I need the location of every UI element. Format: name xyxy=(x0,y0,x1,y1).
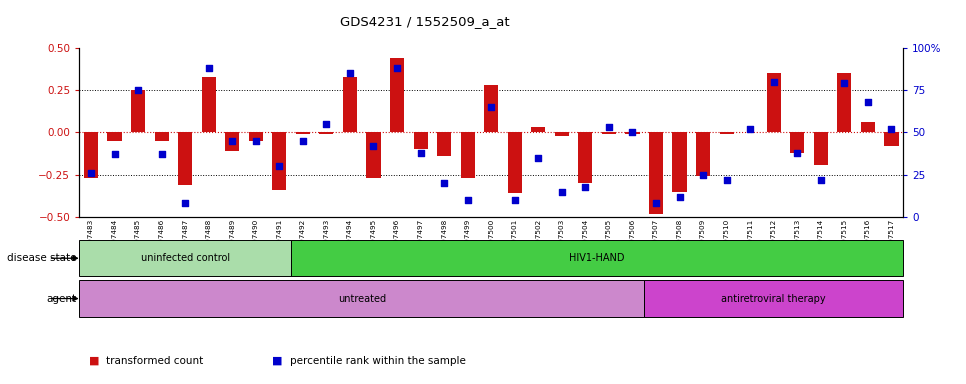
Point xyxy=(743,126,758,132)
Bar xyxy=(291,240,903,276)
Point xyxy=(271,163,287,169)
Bar xyxy=(320,132,333,134)
Text: untreated: untreated xyxy=(338,293,385,304)
Text: ■: ■ xyxy=(89,356,99,366)
Text: antiretroviral therapy: antiretroviral therapy xyxy=(722,293,826,304)
Bar xyxy=(720,132,734,134)
Bar xyxy=(107,132,122,141)
Text: GDS4231 / 1552509_a_at: GDS4231 / 1552509_a_at xyxy=(340,15,510,28)
Point xyxy=(484,104,499,110)
Bar xyxy=(813,132,828,165)
Point xyxy=(201,65,216,71)
Bar xyxy=(131,90,145,132)
Bar xyxy=(413,132,428,149)
Bar xyxy=(649,132,663,214)
Bar xyxy=(155,132,169,141)
Point xyxy=(837,80,852,86)
Text: ■: ■ xyxy=(272,356,283,366)
Point xyxy=(601,124,616,131)
Bar xyxy=(178,132,192,185)
Bar xyxy=(508,132,522,193)
Point xyxy=(154,151,169,157)
Text: disease state: disease state xyxy=(7,253,76,263)
Point xyxy=(530,155,546,161)
Text: transformed count: transformed count xyxy=(106,356,204,366)
Point xyxy=(860,99,875,105)
Point xyxy=(83,170,99,176)
Bar xyxy=(644,280,903,317)
Point xyxy=(248,138,264,144)
Bar xyxy=(272,132,286,190)
Bar xyxy=(554,132,569,136)
Point xyxy=(813,177,829,183)
Point xyxy=(766,79,781,85)
Point xyxy=(224,138,240,144)
Bar xyxy=(885,132,898,146)
Point xyxy=(342,70,357,76)
Bar xyxy=(343,77,357,132)
Point xyxy=(107,151,123,157)
Point xyxy=(366,143,382,149)
Point xyxy=(554,189,570,195)
Point xyxy=(507,197,523,203)
Text: percentile rank within the sample: percentile rank within the sample xyxy=(290,356,466,366)
Bar xyxy=(579,132,592,183)
Bar xyxy=(366,132,381,178)
Point xyxy=(884,126,899,132)
Text: agent: agent xyxy=(46,293,76,304)
Bar xyxy=(248,132,263,141)
Point xyxy=(412,150,428,156)
Bar xyxy=(461,132,474,178)
Point xyxy=(130,87,146,93)
Bar xyxy=(602,132,616,134)
Point xyxy=(178,200,193,207)
Bar xyxy=(790,132,805,153)
Bar xyxy=(484,85,498,132)
Point xyxy=(625,129,640,136)
Point xyxy=(671,194,687,200)
Point xyxy=(578,184,593,190)
Bar xyxy=(202,77,215,132)
Point xyxy=(460,197,475,203)
Bar xyxy=(84,132,98,178)
Point xyxy=(696,172,711,178)
Bar xyxy=(390,58,404,132)
Point xyxy=(648,200,664,207)
Bar xyxy=(225,132,240,151)
Text: HIV1-HAND: HIV1-HAND xyxy=(569,253,625,263)
Bar xyxy=(767,73,781,132)
Text: uninfected control: uninfected control xyxy=(141,253,230,263)
Point xyxy=(296,138,311,144)
Point xyxy=(719,177,734,183)
Point xyxy=(789,150,805,156)
Bar xyxy=(625,132,639,134)
Bar xyxy=(437,132,451,156)
Bar xyxy=(79,280,644,317)
Point xyxy=(389,65,405,71)
Bar xyxy=(838,73,851,132)
Bar xyxy=(531,127,546,132)
Point xyxy=(319,121,334,127)
Bar xyxy=(296,132,310,134)
Bar xyxy=(79,240,291,276)
Bar xyxy=(696,132,710,176)
Bar xyxy=(672,132,687,192)
Bar xyxy=(861,122,875,132)
Point xyxy=(437,180,452,186)
